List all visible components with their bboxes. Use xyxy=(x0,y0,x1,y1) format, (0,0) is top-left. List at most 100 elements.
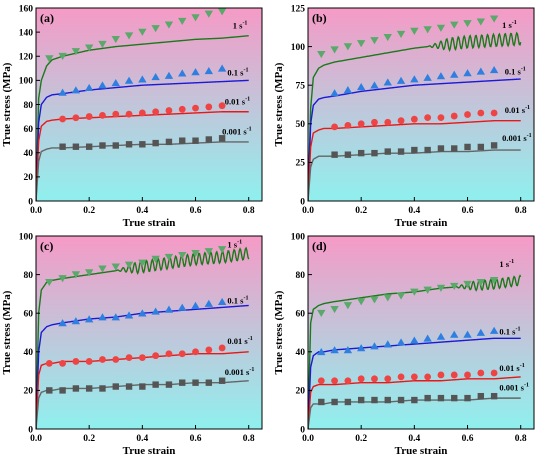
series-label: 0.1 s-1 xyxy=(499,326,520,336)
data-marker xyxy=(410,75,419,83)
data-marker xyxy=(423,334,432,342)
data-marker xyxy=(451,145,458,152)
y-tick-label: 160 xyxy=(19,4,34,14)
data-marker xyxy=(59,387,66,394)
x-tick-label: 0.8 xyxy=(515,434,527,444)
y-tick-label: 0 xyxy=(300,425,305,435)
y-tick-label: 80 xyxy=(24,271,34,281)
data-marker xyxy=(437,371,445,379)
y-tick-label: 80 xyxy=(296,271,306,281)
data-marker xyxy=(343,346,353,354)
series-label: 0.1 s-1 xyxy=(505,66,526,76)
data-marker xyxy=(98,40,107,48)
data-marker xyxy=(59,143,66,150)
y-tick-label: 125 xyxy=(291,4,306,14)
data-marker xyxy=(396,30,406,39)
series-label: 1 s-1 xyxy=(227,240,242,250)
y-tick-label: 60 xyxy=(24,125,34,135)
data-marker xyxy=(330,305,339,314)
data-marker xyxy=(192,104,199,112)
data-marker xyxy=(423,286,432,294)
data-marker xyxy=(191,68,200,76)
data-marker xyxy=(164,71,174,79)
data-marker xyxy=(396,76,406,84)
data-marker xyxy=(112,142,119,149)
data-marker xyxy=(138,109,146,117)
data-marker xyxy=(450,330,459,338)
y-tick-label: 20 xyxy=(24,387,34,397)
series-label: 0.1 s-1 xyxy=(227,296,248,306)
series-curve-1-s-1 xyxy=(36,246,250,429)
y-tick-label: 0 xyxy=(28,197,33,207)
data-marker xyxy=(423,26,432,34)
data-marker xyxy=(217,246,227,254)
data-marker xyxy=(477,143,485,151)
data-marker xyxy=(138,259,147,267)
data-marker xyxy=(371,149,378,157)
plot-area xyxy=(308,274,522,429)
data-marker xyxy=(125,110,133,118)
data-marker xyxy=(476,328,486,336)
data-marker xyxy=(59,359,66,367)
series-label: 0.001 s-1 xyxy=(225,367,255,377)
x-tick-label: 0.6 xyxy=(190,206,202,216)
data-marker xyxy=(58,319,67,327)
data-marker xyxy=(490,369,498,377)
y-tick-label: 140 xyxy=(19,28,34,38)
data-marker xyxy=(344,121,352,129)
data-marker xyxy=(124,76,134,84)
data-marker xyxy=(204,299,214,307)
x-tick-label: 0.2 xyxy=(355,434,367,444)
data-marker xyxy=(124,32,134,40)
data-marker xyxy=(218,102,226,110)
data-marker xyxy=(384,396,391,404)
data-marker xyxy=(112,383,119,390)
data-marker xyxy=(204,248,214,256)
data-marker xyxy=(138,28,147,36)
series-label: 0.001 s-1 xyxy=(222,127,252,137)
plot-background xyxy=(36,236,262,429)
data-marker xyxy=(85,385,93,392)
x-tick-label: 0.0 xyxy=(30,206,42,216)
data-marker xyxy=(111,79,120,87)
data-marker xyxy=(424,146,431,154)
x-tick-label: 0.6 xyxy=(462,206,474,216)
series-label: 0.1 s-1 xyxy=(227,68,248,78)
data-marker xyxy=(164,305,174,313)
y-axis-label: True stress (MPa) xyxy=(273,290,285,374)
y-tick-label: 40 xyxy=(24,149,34,159)
series-curve-0-1-s-1 xyxy=(308,78,521,201)
data-marker xyxy=(424,394,431,402)
data-marker xyxy=(477,109,485,117)
data-marker xyxy=(178,303,187,311)
data-marker xyxy=(331,398,338,406)
data-marker xyxy=(317,309,326,317)
y-tick-label: 120 xyxy=(19,53,34,63)
data-marker xyxy=(464,371,471,379)
data-marker xyxy=(490,142,498,149)
data-marker xyxy=(490,392,498,400)
data-marker xyxy=(489,277,499,285)
data-marker xyxy=(357,149,365,157)
x-tick-label: 0.0 xyxy=(30,434,42,444)
axes-frame xyxy=(307,7,535,202)
y-tick-label: 100 xyxy=(291,232,306,242)
data-marker xyxy=(424,373,432,381)
data-marker xyxy=(138,75,147,83)
data-marker xyxy=(436,284,446,292)
x-tick-label: 0.4 xyxy=(136,206,148,216)
data-marker xyxy=(437,394,445,402)
data-marker xyxy=(477,369,485,377)
data-marker xyxy=(450,70,459,78)
data-marker xyxy=(317,50,326,59)
data-marker xyxy=(383,340,392,348)
x-tick-label: 0.6 xyxy=(190,434,202,444)
plot-area xyxy=(36,246,250,429)
x-tick-label: 0.4 xyxy=(136,434,148,444)
data-marker xyxy=(356,82,366,91)
data-marker xyxy=(151,255,160,263)
data-marker xyxy=(317,377,325,385)
data-marker xyxy=(370,342,379,350)
data-marker xyxy=(344,398,352,406)
